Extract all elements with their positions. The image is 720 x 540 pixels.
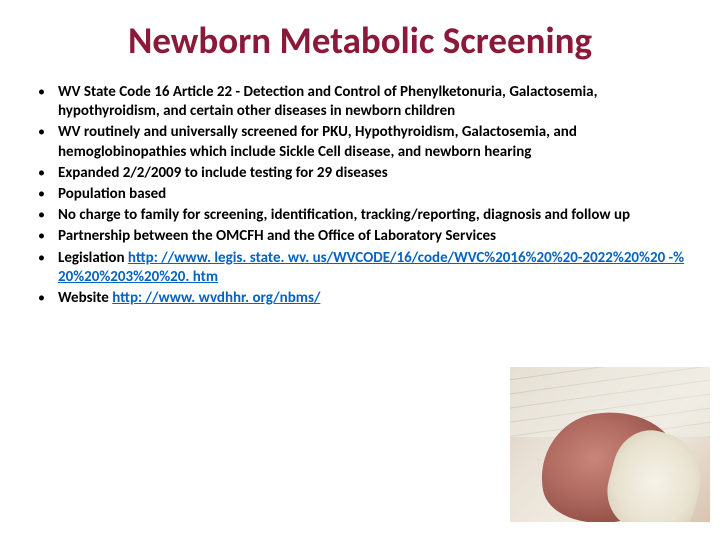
bullet-item: WV routinely and universally screened fo… [30, 123, 690, 161]
bullet-text: Population based [58, 185, 166, 203]
slide-title: Newborn Metabolic Screening [30, 18, 690, 63]
slide-container: Newborn Metabolic Screening WV State Cod… [0, 0, 720, 540]
bullet-list: WV State Code 16 Article 22 - Detection … [30, 83, 690, 308]
bullet-text: Legislation [58, 249, 128, 267]
bullet-text: WV routinely and universally screened fo… [58, 123, 577, 160]
bullet-text: WV State Code 16 Article 22 - Detection … [58, 83, 597, 120]
bullet-item: No charge to family for screening, ident… [30, 206, 690, 225]
bullet-item: Website http: //www. wvdhhr. org/nbms/ [30, 289, 690, 308]
hyperlink[interactable]: http: //www. wvdhhr. org/nbms/ [112, 289, 320, 307]
bullet-text: Partnership between the OMCFH and the Of… [58, 227, 496, 245]
newborn-photo [510, 367, 710, 522]
bullet-item: WV State Code 16 Article 22 - Detection … [30, 83, 690, 121]
bullet-item: Partnership between the OMCFH and the Of… [30, 227, 690, 246]
bullet-item: Expanded 2/2/2009 to include testing for… [30, 164, 690, 183]
bullet-item: Legislation http: //www. legis. state. w… [30, 249, 690, 287]
hyperlink[interactable]: http: //www. legis. state. wv. us/WVCODE… [58, 249, 684, 286]
bullet-item: Population based [30, 185, 690, 204]
bullet-text: Website [58, 289, 112, 307]
bullet-text: No charge to family for screening, ident… [58, 206, 630, 224]
bullet-text: Expanded 2/2/2009 to include testing for… [58, 164, 388, 182]
